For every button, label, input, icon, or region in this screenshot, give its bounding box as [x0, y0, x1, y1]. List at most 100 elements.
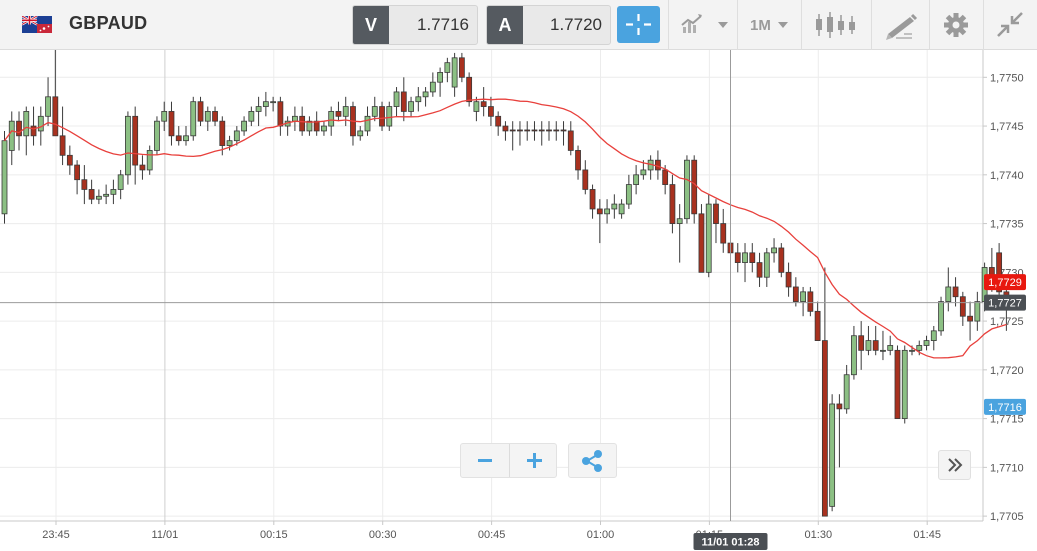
scroll-to-latest-button[interactable] — [938, 450, 971, 480]
timeframe-label: 1M — [750, 17, 771, 34]
crosshair-price-badge: 1,7727 — [984, 294, 1026, 311]
candle — [778, 243, 785, 278]
candle — [560, 121, 567, 146]
candle — [168, 101, 175, 146]
toolbar-divider — [929, 0, 930, 50]
candle — [858, 321, 865, 370]
candle — [625, 174, 632, 209]
candle — [262, 91, 269, 117]
candle — [865, 325, 872, 356]
candle — [662, 165, 669, 195]
candle — [843, 364, 850, 414]
toolbar: GBPAUD V 1.7716 A 1.7720 1M — [0, 0, 1037, 50]
candle — [408, 96, 414, 117]
candle — [37, 106, 44, 146]
candle — [429, 72, 436, 97]
candle — [582, 160, 589, 195]
x-tick-label: 00:15 — [260, 529, 288, 541]
candle — [125, 111, 131, 185]
chevron-down-icon — [718, 22, 728, 28]
candle — [321, 121, 327, 136]
candle — [400, 77, 407, 122]
candle — [473, 96, 480, 122]
drawing-tools-button[interactable] — [872, 0, 929, 50]
candle — [364, 106, 371, 136]
candle — [1, 130, 8, 224]
candle-style-button[interactable] — [802, 0, 871, 50]
candle — [502, 121, 509, 141]
candle — [241, 116, 247, 136]
svg-text:1,7729: 1,7729 — [988, 277, 1022, 289]
share-icon — [582, 450, 602, 472]
price-badges: 1,7729 1,7727 1,7716 11/01 01:28 — [693, 274, 1026, 550]
toolbar-divider — [668, 0, 669, 50]
bid-tag: V — [353, 6, 389, 44]
candle — [974, 291, 981, 331]
x-tick-label: 01:30 — [805, 529, 833, 541]
y-tick-label: 1,7750 — [990, 72, 1024, 84]
candle — [437, 67, 444, 97]
symbol-label: GBPAUD — [69, 13, 148, 33]
candle — [495, 111, 502, 136]
candle — [531, 121, 538, 141]
y-tick-label: 1,7740 — [990, 170, 1024, 182]
zoom-divider — [509, 444, 510, 477]
crosshair-time-badge: 11/01 01:28 — [693, 533, 768, 550]
candle — [415, 87, 422, 112]
candle — [233, 126, 240, 146]
chart-type-button[interactable] — [669, 0, 737, 50]
candle — [785, 262, 792, 297]
timeframe-button[interactable]: 1M — [738, 0, 801, 50]
candle — [749, 243, 756, 273]
candle — [698, 204, 705, 273]
svg-text:11/01 01:28: 11/01 01:28 — [701, 537, 759, 549]
ma-price-badge: 1,7729 — [984, 274, 1026, 291]
ask-quote[interactable]: A 1.7720 — [486, 5, 611, 45]
candle — [488, 96, 494, 127]
candle — [248, 106, 255, 127]
candle — [894, 345, 901, 420]
candle — [596, 199, 603, 244]
svg-text:1,7727: 1,7727 — [988, 298, 1022, 310]
y-tick-label: 1,7745 — [990, 121, 1024, 133]
candle — [691, 155, 698, 224]
candle — [996, 243, 1003, 302]
candle — [967, 301, 973, 341]
candles — [1, 50, 1010, 517]
candle — [792, 277, 799, 307]
share-button[interactable] — [568, 443, 617, 478]
bid-quote[interactable]: V 1.7716 — [352, 5, 478, 45]
candle — [466, 72, 473, 107]
candle — [524, 121, 531, 141]
candle — [887, 335, 894, 356]
candle — [458, 52, 465, 83]
grid — [0, 50, 983, 521]
candle — [633, 165, 640, 195]
x-tick-label: 00:45 — [478, 529, 506, 541]
candle — [684, 155, 690, 224]
candle — [255, 96, 262, 127]
candle — [923, 335, 930, 351]
toolbar-divider — [983, 0, 984, 50]
collapse-icon — [997, 12, 1023, 37]
candle — [480, 87, 487, 117]
candle — [52, 50, 59, 137]
candle — [611, 194, 618, 219]
settings-button[interactable] — [930, 0, 983, 50]
bid-value: 1.7716 — [417, 15, 469, 34]
candle — [219, 116, 226, 156]
chart-type-icon — [681, 14, 702, 33]
collapse-button[interactable] — [984, 0, 1037, 50]
candle — [357, 126, 364, 141]
crosshair-button[interactable] — [617, 6, 660, 43]
candle — [713, 199, 719, 244]
candle — [146, 145, 153, 175]
ask-tag: A — [487, 6, 523, 44]
zoom-in-button[interactable] — [510, 444, 558, 477]
candle — [103, 184, 110, 205]
zoom-out-button[interactable] — [461, 444, 509, 477]
candle — [277, 96, 284, 136]
candle — [756, 252, 763, 287]
moving-average-line — [3, 98, 1007, 359]
candle — [328, 106, 335, 136]
